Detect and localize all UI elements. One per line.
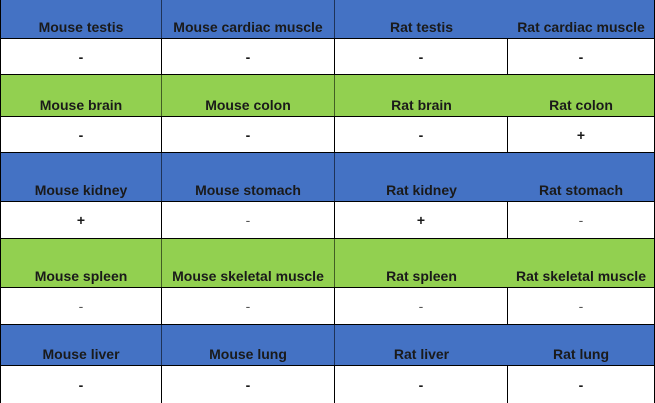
expression-value: + [576, 126, 586, 143]
expression-value: - [1, 288, 162, 324]
tissue-label: Mouse cardiac muscle [162, 0, 335, 38]
header-row-4: Mouse spleen Mouse skeletal muscle Rat s… [1, 239, 654, 287]
tissue-label: Mouse skeletal muscle [162, 239, 335, 287]
tissue-label: Rat liver [393, 346, 450, 362]
expression-value: - [335, 366, 508, 403]
expression-value: - [335, 117, 508, 152]
value-row-4: - - - - [1, 287, 654, 325]
tissue-label: Mouse kidney [1, 153, 162, 201]
expression-value: - [162, 288, 335, 324]
header-row-1: Mouse testis Mouse cardiac muscle Rat te… [1, 0, 654, 38]
expression-value: - [162, 39, 335, 74]
value-row-3: + - + - [1, 201, 654, 239]
tissue-label: Rat spleen [386, 268, 457, 284]
expression-value: - [1, 39, 162, 74]
expression-value: + [1, 202, 162, 238]
tissue-label: Rat cardiac muscle [517, 19, 645, 35]
value-row-5: - - - - [1, 365, 654, 403]
header-row-5: Mouse liver Mouse lung Rat liver Rat lun… [1, 325, 654, 365]
tissue-label: Mouse stomach [162, 153, 335, 201]
tissue-label: Rat brain [391, 97, 452, 113]
tissue-label: Rat stomach [538, 182, 624, 198]
expression-value: - [578, 212, 584, 228]
tissue-label: Mouse spleen [1, 239, 162, 287]
header-row-3: Mouse kidney Mouse stomach Rat kidney Ra… [1, 153, 654, 201]
expression-value: - [578, 376, 584, 393]
expression-value: - [578, 298, 584, 314]
value-row-2: - - - + [1, 116, 654, 153]
tissue-label: Mouse lung [162, 325, 335, 365]
header-row-2: Mouse brain Mouse colon Rat brain Rat co… [1, 75, 654, 116]
expression-value: - [335, 288, 508, 324]
tissue-label: Rat lung [553, 346, 609, 362]
tissue-label: Mouse colon [162, 75, 335, 116]
tissue-label: Rat kidney [386, 182, 457, 198]
tissue-label: Rat testis [389, 19, 454, 35]
expression-value: - [162, 202, 335, 238]
expression-value: - [578, 48, 584, 65]
expression-value: - [162, 366, 335, 403]
tissue-label: Rat colon [549, 97, 613, 113]
tissue-label: Mouse testis [1, 0, 162, 38]
expression-value: - [335, 39, 508, 74]
expression-value: + [335, 202, 508, 238]
tissue-label: Mouse brain [1, 75, 162, 116]
expression-value: - [1, 117, 162, 152]
expression-value: - [162, 117, 335, 152]
tissue-label: Rat skeletal muscle [516, 268, 646, 284]
value-row-1: - - - - [1, 38, 654, 75]
expression-value: - [1, 366, 162, 403]
tissue-label: Mouse liver [1, 325, 162, 365]
